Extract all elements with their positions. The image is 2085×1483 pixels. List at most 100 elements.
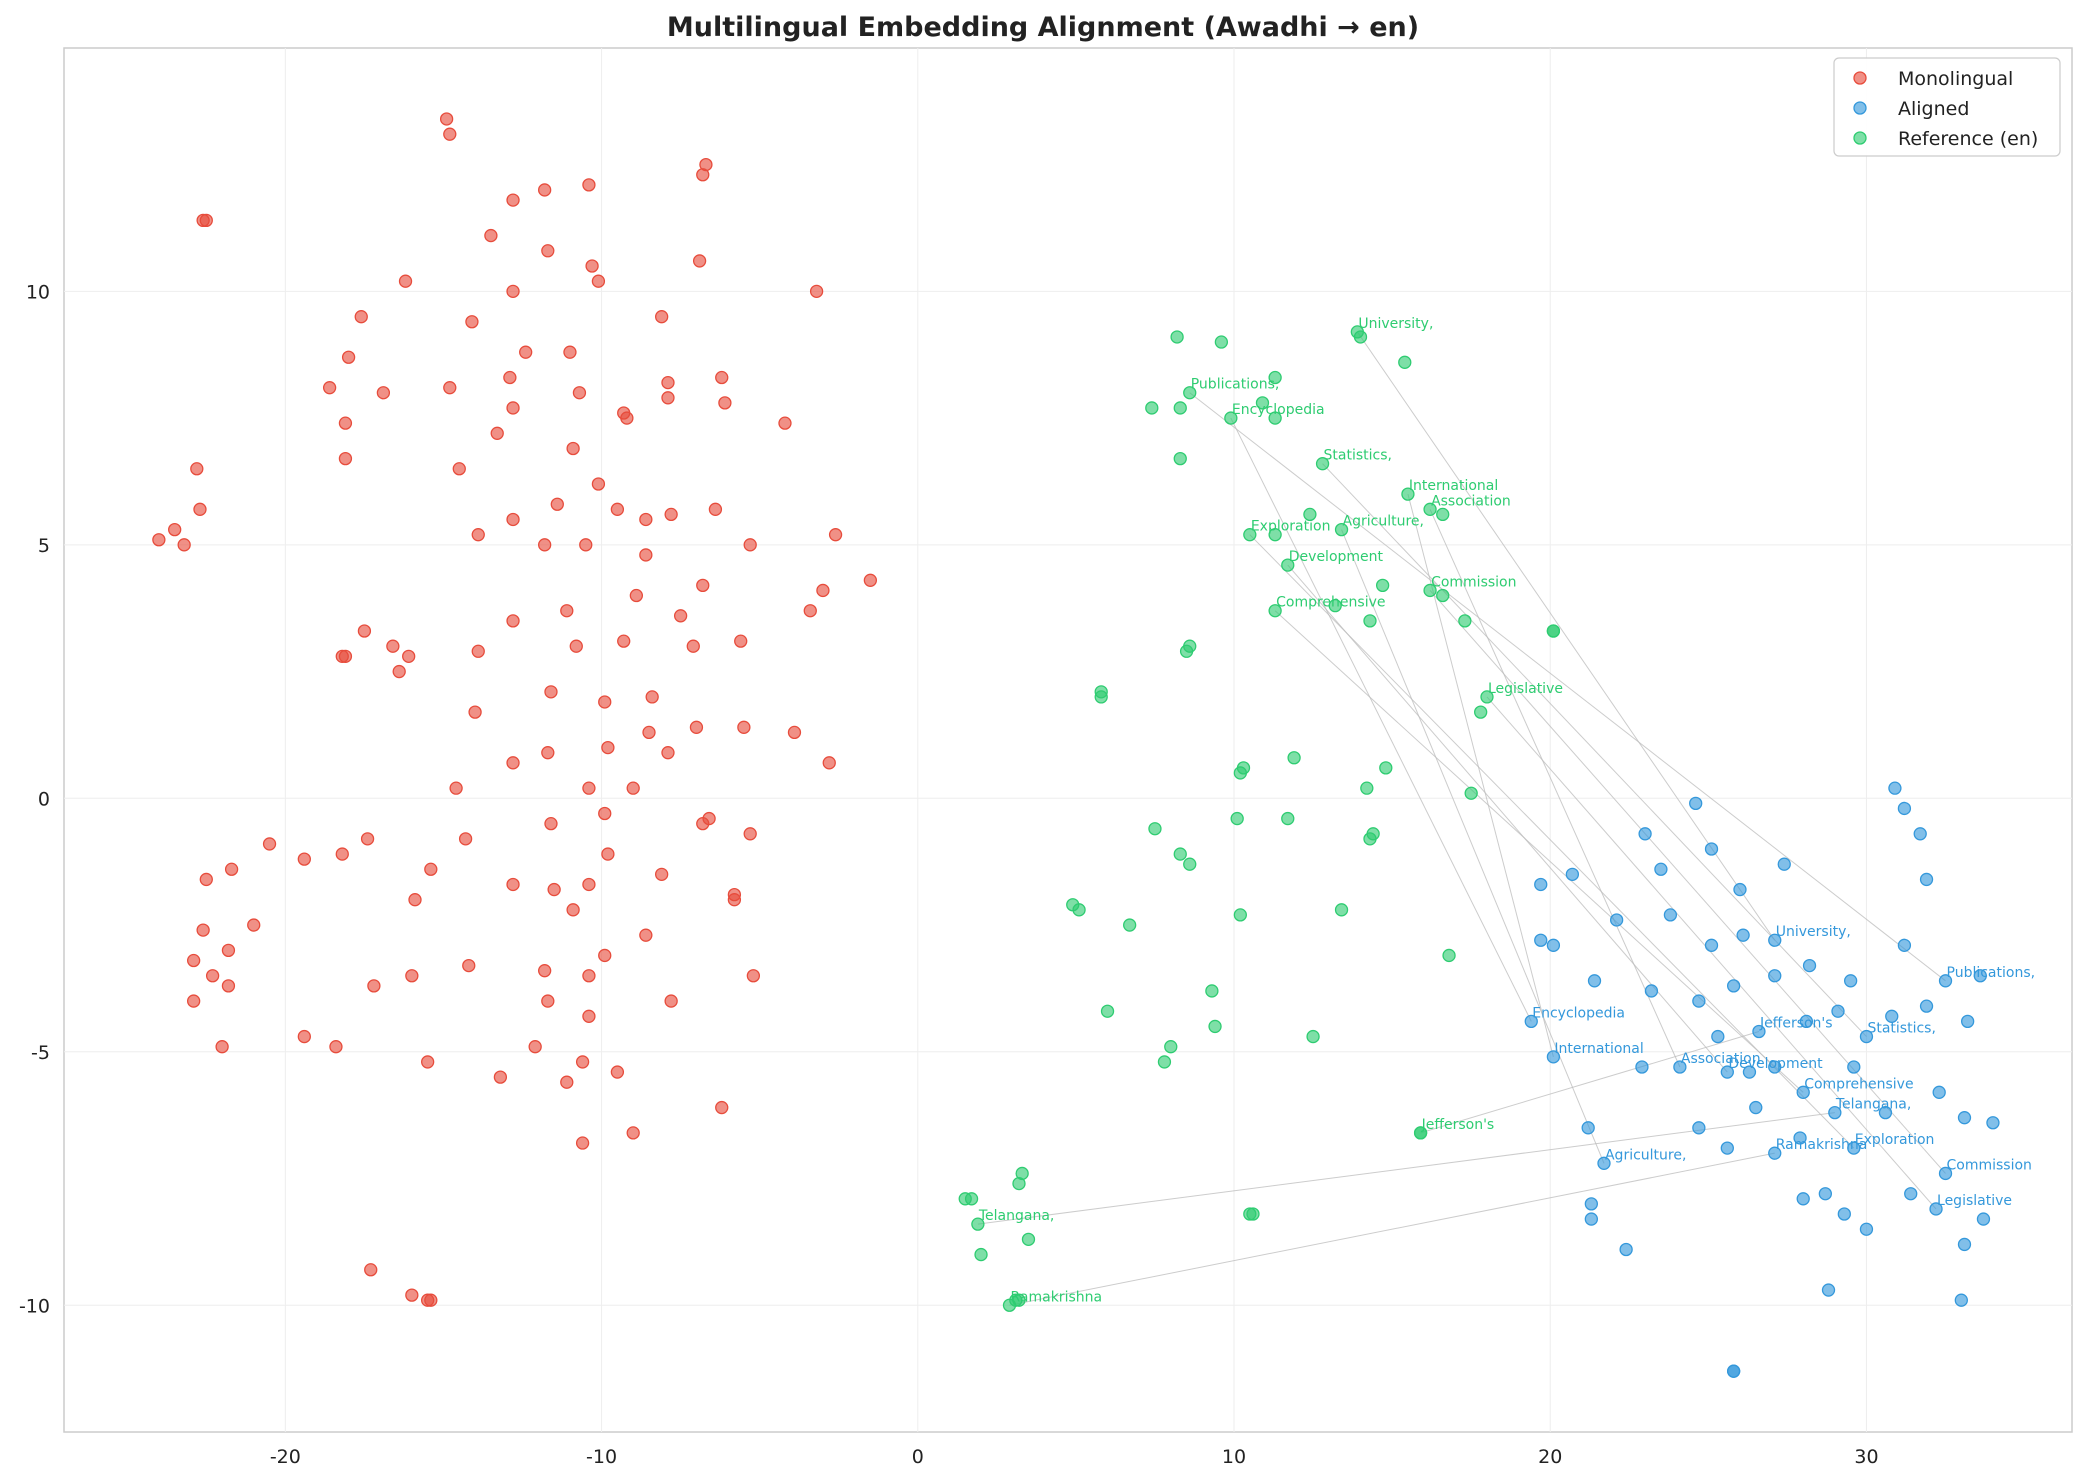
data-point [582,877,596,892]
data-point [1843,974,1858,988]
data-point [392,664,406,679]
data-point [689,720,704,734]
data-point [506,284,520,298]
data-point [1363,614,1377,628]
data-point [364,1263,378,1277]
data-point [493,1070,508,1084]
data-point [664,994,678,1008]
data-point [1609,913,1624,927]
data-point [1183,386,1197,400]
plot-area [63,47,2073,1433]
data-point [1398,355,1412,369]
data-point [506,193,520,207]
data-point [575,1055,590,1069]
data-point [506,877,520,892]
data-point [1960,1014,1975,1029]
data-point [528,1040,542,1054]
data-point [715,370,729,385]
annotation-label-reference: Development [1289,549,1384,565]
annotation-label-aligned: Jefferson's [1759,1016,1833,1032]
alignment-link [1356,331,1776,941]
legend-label: Aligned [1898,98,1969,120]
data-point [1173,847,1187,861]
annotation-label-reference: Statistics, [1324,448,1392,464]
annotation-label-aligned: University, [1776,924,1851,940]
data-point [610,502,625,516]
annotations: University, University, Publications, Publi… [978,316,2035,1305]
data-point [1246,1207,1260,1221]
data-point [541,244,555,258]
data-point [541,746,555,760]
data-point [424,862,438,876]
alignment-link [1274,610,1804,1093]
data-point [1885,1009,1899,1023]
data-point [1094,690,1108,704]
data-point [696,816,710,831]
data-point [1413,1126,1428,1140]
data-point [787,725,802,740]
data-point [1179,644,1194,658]
x-tick-label: -10 [586,1446,617,1468]
data-point [506,512,520,527]
data-point [247,918,261,932]
data-point [1214,335,1229,349]
data-point [1704,938,1719,952]
data-point [1752,1024,1766,1039]
data-point [1768,1146,1782,1160]
data-point [591,477,606,491]
series-monolingual [152,112,878,1307]
data-point [1281,558,1295,572]
data-point [1749,1100,1763,1115]
legend-marker [1853,131,1867,145]
data-point [1692,1121,1706,1135]
data-point [1360,781,1374,795]
legend-label: Reference (en) [1898,128,2038,150]
data-point [1736,928,1750,942]
data-point [1828,1105,1842,1120]
data-point [1878,1105,1893,1120]
data-point [1281,811,1295,826]
data-point [484,228,498,243]
data-point [538,183,552,197]
data-point [715,1100,729,1115]
data-point [1726,1364,1741,1378]
data-point [544,685,558,699]
data-point [1012,1176,1026,1191]
data-point [601,847,615,861]
data-point [1831,1004,1845,1018]
data-point [205,969,220,983]
data-point [1818,1187,1832,1201]
data-point [354,310,368,324]
data-point [1793,1131,1807,1145]
data-point [626,1126,640,1140]
data-point [803,604,817,618]
data-point [547,882,561,897]
alignment-link [1420,1031,1760,1134]
annotation-label-reference: Encyclopedia [1232,402,1325,418]
annotation-label-reference: Telangana, [978,1208,1055,1224]
data-point [1268,370,1282,385]
data-point [1938,974,1953,988]
data-point [1164,1040,1178,1054]
data-point [1315,457,1330,471]
data-point [1534,933,1548,947]
annotation-label-aligned: Agriculture, [1605,1147,1686,1163]
data-point [1173,401,1187,415]
data-point [572,386,587,400]
legend-label: Monolingual [1898,68,2013,90]
data-point [1233,908,1247,922]
legend-marker [1853,101,1867,115]
data-point [443,381,457,395]
data-point [1268,604,1282,618]
data-point [971,1217,985,1231]
data-point [579,538,593,552]
data-point [1534,877,1548,892]
annotation-label-aligned: Ramakrishna [1776,1137,1868,1153]
data-point [1584,1197,1598,1211]
data-point [563,345,577,359]
data-point [1243,528,1257,542]
data-point [1401,487,1415,501]
data-point [661,746,675,760]
data-point [490,426,504,440]
annotation-label-aligned: International [1554,1041,1643,1057]
